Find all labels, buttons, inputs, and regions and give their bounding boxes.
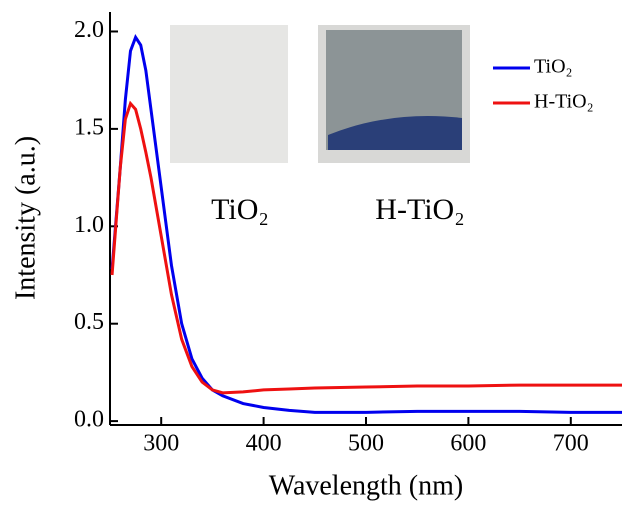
y-tick-label: 1.5 xyxy=(74,114,104,140)
y-tick-label: 0.0 xyxy=(74,407,104,433)
x-axis-label: Wavelength (nm) xyxy=(269,470,463,501)
x-tick-label: 600 xyxy=(450,431,486,457)
legend-label: H-TiO₂ xyxy=(534,91,594,113)
series-line xyxy=(110,34,622,414)
y-tick-label: 2.0 xyxy=(74,17,104,43)
legend-label: TiO₂ xyxy=(534,56,573,78)
x-tick-label: 500 xyxy=(348,431,384,457)
photo-h-tio2-band xyxy=(328,116,462,150)
y-tick-label: 1.0 xyxy=(74,212,104,238)
x-tick-label: 700 xyxy=(553,431,589,457)
x-tick-label: 300 xyxy=(143,431,179,457)
series-line xyxy=(110,100,622,395)
annotation: H-TiO₂ xyxy=(375,193,464,226)
y-tick-label: 0.5 xyxy=(74,309,104,335)
annotation: TiO₂ xyxy=(211,193,269,226)
photo-tio2 xyxy=(170,25,288,163)
x-tick-label: 400 xyxy=(246,431,282,457)
y-axis-label: Intensity (a.u.) xyxy=(10,136,41,300)
